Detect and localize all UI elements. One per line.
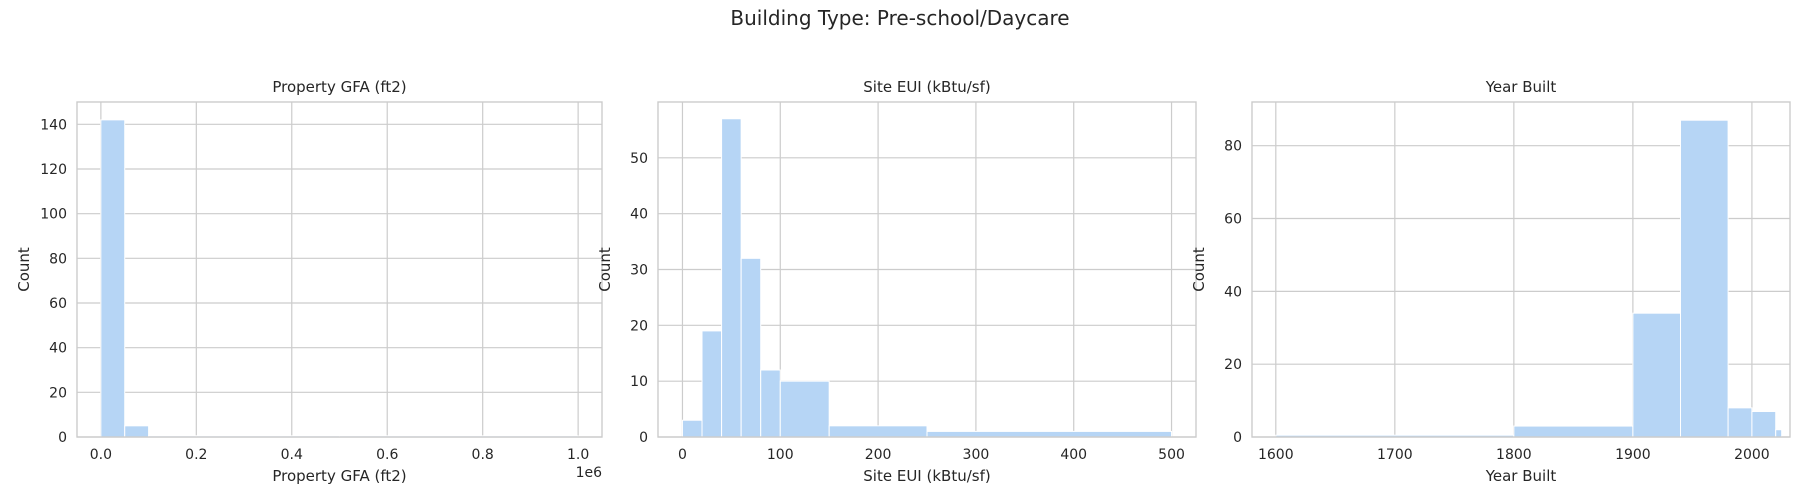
x-tick-label: 0.6 <box>376 447 398 463</box>
y-tick-label: 80 <box>49 251 67 267</box>
y-tick-label: 80 <box>1224 139 1242 155</box>
y-tick-label: 100 <box>40 207 67 223</box>
x-tick-label: 1700 <box>1377 447 1413 463</box>
y-tick-label: 20 <box>630 318 648 334</box>
y-axis-label: Count <box>1190 247 1208 292</box>
figure-title: Building Type: Pre-school/Daycare <box>730 6 1070 30</box>
x-tick-label: 1900 <box>1615 447 1651 463</box>
histogram-bar <box>1751 411 1777 438</box>
x-axis-label: Site EUI (kBtu/sf) <box>863 467 990 485</box>
histogram-bar <box>1632 312 1681 438</box>
x-tick-label: 2000 <box>1734 447 1770 463</box>
panel-title: Property GFA (ft2) <box>272 78 406 96</box>
y-tick-label: 40 <box>49 341 67 357</box>
axes-frame <box>1251 101 1791 438</box>
y-axis-label: Count <box>596 247 614 292</box>
y-tick-label: 120 <box>40 162 67 178</box>
y-tick-label: 20 <box>1224 357 1242 373</box>
histogram-bar <box>1727 407 1753 438</box>
histogram-bar <box>1775 429 1783 438</box>
x-tick-label: 300 <box>963 447 990 463</box>
y-tick-label: 40 <box>1224 284 1242 300</box>
y-tick-label: 50 <box>630 151 648 167</box>
x-tick-label: 100 <box>767 447 794 463</box>
histogram-bar <box>779 380 830 438</box>
x-tick-label: 0.8 <box>472 447 494 463</box>
y-tick-label: 0 <box>1233 430 1242 446</box>
x-axis-offset-label: 1e6 <box>576 465 603 481</box>
x-tick-label: 0.0 <box>90 447 112 463</box>
x-tick-label: 1800 <box>1496 447 1532 463</box>
x-axis-label: Year Built <box>1485 467 1557 485</box>
y-tick-label: 0 <box>58 430 67 446</box>
histogram-bar <box>1513 425 1634 438</box>
x-tick-label: 1.0 <box>567 447 589 463</box>
x-tick-label: 500 <box>1158 447 1185 463</box>
y-tick-label: 30 <box>630 263 648 279</box>
y-tick-label: 10 <box>630 374 648 390</box>
x-tick-label: 0.2 <box>185 447 207 463</box>
x-tick-label: 1600 <box>1258 447 1294 463</box>
x-axis-label: Property GFA (ft2) <box>272 467 406 485</box>
y-tick-label: 40 <box>630 207 648 223</box>
x-tick-label: 0 <box>678 447 687 463</box>
histogram-bar <box>1679 119 1729 438</box>
panel-title: Site EUI (kBtu/sf) <box>863 78 990 96</box>
y-axis-label: Count <box>15 247 33 292</box>
y-tick-label: 60 <box>1224 212 1242 228</box>
axes-frame <box>76 101 603 438</box>
y-tick-label: 20 <box>49 385 67 401</box>
x-tick-label: 200 <box>865 447 892 463</box>
panel-title: Year Built <box>1485 78 1557 96</box>
y-tick-label: 0 <box>639 430 648 446</box>
y-tick-label: 60 <box>49 296 67 312</box>
x-tick-label: 400 <box>1060 447 1087 463</box>
x-tick-label: 0.4 <box>281 447 303 463</box>
axes-frame <box>657 101 1197 438</box>
y-tick-label: 140 <box>40 117 67 133</box>
